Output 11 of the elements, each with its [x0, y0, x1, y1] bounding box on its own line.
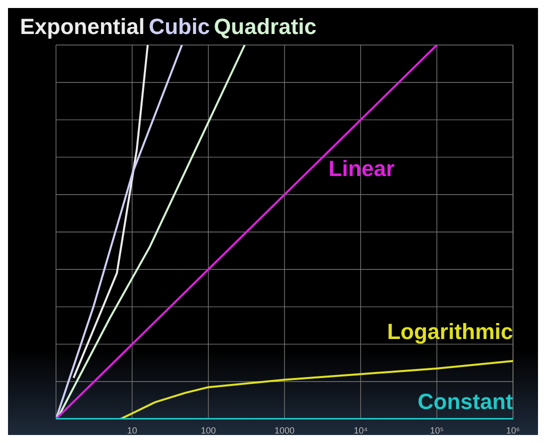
x-tick-label: 10⁶	[506, 425, 520, 436]
series-label: Exponential	[20, 14, 145, 39]
series-label: Logarithmic	[387, 319, 513, 344]
series-label: Cubic	[148, 14, 210, 39]
series-label: Quadratic	[214, 14, 317, 39]
x-tick-label: 10⁴	[354, 425, 368, 436]
x-tick-label: 10⁵	[430, 425, 444, 436]
x-tick-label: 1000	[274, 425, 295, 436]
x-tick-label: 100	[200, 425, 216, 436]
series-label: Linear	[328, 156, 395, 181]
x-tick-label: 10	[127, 425, 138, 436]
